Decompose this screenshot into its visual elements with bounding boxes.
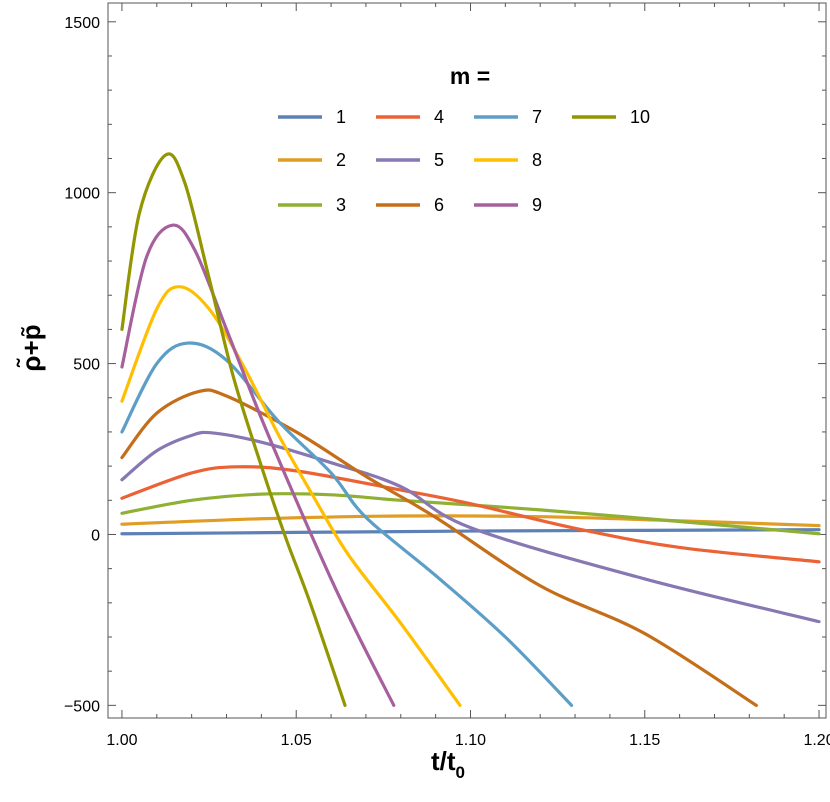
y-tick-label: 500: [73, 357, 100, 374]
series-line-m8: [120, 285, 462, 707]
y-tick-label: 0: [91, 527, 100, 544]
legend-label-m10: 10: [630, 107, 650, 127]
legend-label-m1: 1: [336, 107, 346, 127]
series-line-m5: [120, 430, 821, 624]
x-tick-label: 1.10: [455, 732, 486, 749]
series-line-m7: [120, 341, 574, 707]
x-tick-label: 1.15: [629, 732, 660, 749]
legend-label-m5: 5: [434, 150, 444, 170]
y-tick-label: 1000: [64, 186, 100, 203]
x-tick-label: 1.00: [106, 732, 137, 749]
legend-label-m4: 4: [434, 107, 444, 127]
series-line-m3: [120, 492, 821, 536]
series-line-m9: [120, 223, 396, 707]
y-tick-label: −500: [64, 698, 100, 715]
legend-label-m8: 8: [532, 150, 542, 170]
legend-label-m6: 6: [434, 195, 444, 215]
plot-frame: [107, 2, 827, 719]
x-tick-label: 1.05: [281, 732, 312, 749]
series-line-m10: [120, 152, 347, 707]
legend-title: m =: [450, 63, 490, 89]
series-line-m1: [120, 528, 821, 536]
series-line-m6: [120, 388, 758, 707]
x-tick-label: 1.20: [803, 732, 830, 749]
legend-label-m3: 3: [336, 195, 346, 215]
x-axis-title: t/t0: [431, 746, 465, 782]
series-line-m4: [120, 465, 821, 564]
legend-label-m7: 7: [532, 107, 542, 127]
y-tick-label: 1500: [64, 15, 100, 32]
legend-label-m2: 2: [336, 150, 346, 170]
y-axis-title: ρ̃+p̃: [16, 324, 46, 371]
legend-label-m9: 9: [532, 195, 542, 215]
